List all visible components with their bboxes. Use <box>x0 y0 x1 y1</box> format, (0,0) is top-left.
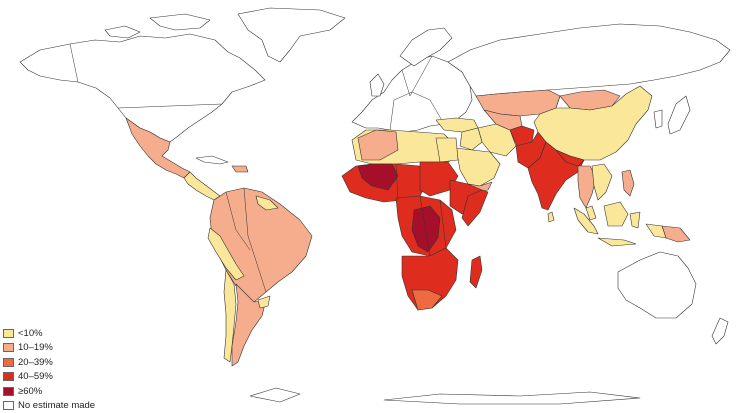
sri-lanka <box>548 212 554 222</box>
java <box>598 238 636 246</box>
north-america <box>20 34 265 142</box>
arabia <box>456 148 500 186</box>
legend-swatch <box>3 343 14 352</box>
japan <box>668 96 690 134</box>
new-zealand <box>712 318 728 344</box>
legend-swatch <box>3 329 14 338</box>
legend-swatch <box>3 372 14 381</box>
legend-item-20-39: 20–39% <box>3 355 173 370</box>
antarctica <box>250 388 640 404</box>
australia <box>618 252 696 318</box>
madagascar <box>470 256 482 288</box>
legend-item-ge60: ≥60% <box>3 384 173 399</box>
legend-label: 10–19% <box>18 342 53 353</box>
philippines <box>622 170 634 196</box>
hispaniola <box>232 166 248 172</box>
legend-swatch <box>3 387 14 396</box>
central-america <box>184 172 220 200</box>
legend-swatch <box>3 358 14 367</box>
legend-item-lt10: <10% <box>3 326 173 341</box>
legend-swatch <box>3 401 14 410</box>
legend-label: <10% <box>18 328 43 339</box>
korea <box>654 110 662 128</box>
borneo <box>604 202 628 226</box>
legend-label: 40–59% <box>18 371 53 382</box>
legend-item-no-estimate: No estimate made <box>3 399 173 413</box>
egypt <box>436 138 458 162</box>
indonesia-sumatra <box>574 208 598 234</box>
greenland <box>238 8 345 62</box>
papua-new-guinea <box>662 226 690 242</box>
uk <box>370 74 384 96</box>
russia <box>448 24 730 96</box>
map-legend: <10% 10–19% 20–39% 40–59% ≥60% No estima… <box>3 326 173 413</box>
indochina <box>592 164 612 200</box>
legend-label: 20–39% <box>18 357 53 368</box>
cuba <box>196 156 228 164</box>
legend-item-40-59: 40–59% <box>3 370 173 385</box>
legend-item-10-19: 10–19% <box>3 341 173 356</box>
sulawesi <box>630 212 640 228</box>
uruguay <box>258 296 270 308</box>
arctic-islands <box>105 14 210 38</box>
legend-label: ≥60% <box>18 386 42 397</box>
